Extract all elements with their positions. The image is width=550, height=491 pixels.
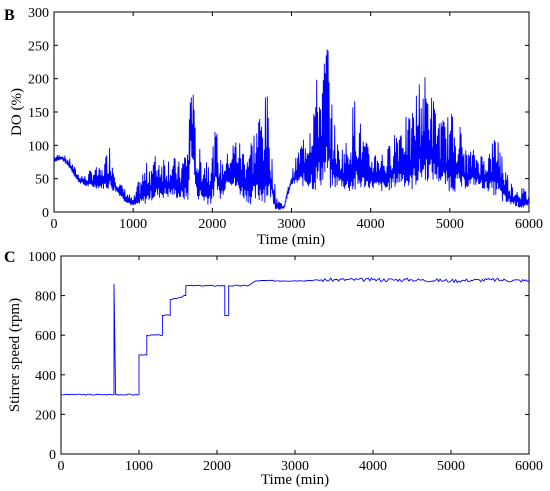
panel-c-stirrer-chart: C 0 1000 2000 3000 4000 5000 6000 0 200 400 600 80… [4,249,543,488]
y-tick-label: 300 [28,6,49,21]
y-tick-label: 200 [35,408,56,423]
y-tick-label: 0 [42,206,49,221]
y-tick-label: 150 [28,106,49,121]
panel-c-plot-frame [60,255,530,455]
y-tick-label: 1000 [28,250,56,265]
x-tick-label: 0 [58,459,65,474]
x-tick-label: 1000 [125,459,153,474]
series-line [60,277,530,396]
x-tick-label: 4000 [357,217,385,232]
x-tick-label: 4000 [359,459,387,474]
panel-c-series [60,277,530,396]
y-tick-label: 400 [35,369,56,384]
x-tick-label: 3000 [281,459,309,474]
series-line [53,49,530,210]
y-tick-label: 200 [28,73,49,88]
y-tick-label: 600 [35,329,56,344]
x-tick-label: 5000 [437,459,465,474]
panel-b-x-axis-title: Time (min) [257,232,325,248]
panel-b-do-chart: B 0 1000 2000 3000 4000 5000 6000 0 50 100 150 200… [4,6,543,248]
panel-c-y-axis-title: Stirrer speed (rpm) [7,298,23,412]
panel-c-y-ticks: 0 200 400 600 800 1000 [28,250,529,463]
panel-c-x-ticks: 0 1000 2000 3000 4000 5000 6000 [58,256,543,474]
panel-c-label: C [4,249,16,266]
panel-b-y-axis-title: DO (%) [9,88,25,136]
panel-b-y-ticks: 0 50 100 150 200 250 300 [28,6,529,221]
x-tick-label: 6000 [515,459,543,474]
panel-b-x-ticks: 0 1000 2000 3000 4000 5000 6000 [51,12,543,232]
x-tick-label: 6000 [515,217,543,232]
x-tick-label: 5000 [436,217,464,232]
y-tick-label: 0 [49,448,56,463]
panel-b-series [53,49,530,210]
y-tick-label: 250 [28,39,49,54]
x-tick-label: 1000 [119,217,147,232]
panel-c-x-axis-title: Time (min) [261,472,329,488]
x-tick-label: 2000 [198,217,226,232]
y-tick-label: 100 [28,139,49,154]
x-tick-label: 3000 [278,217,306,232]
y-tick-label: 800 [35,290,56,305]
x-tick-label: 2000 [203,459,231,474]
panel-b-label: B [4,7,15,24]
y-tick-label: 50 [35,173,49,188]
x-tick-label: 0 [51,217,58,232]
